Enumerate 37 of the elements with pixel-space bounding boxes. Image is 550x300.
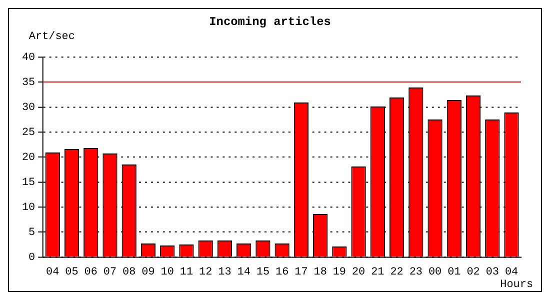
x-tick-label: 16 xyxy=(275,266,289,278)
x-tick-label: 04 xyxy=(504,266,519,278)
y-tick-label: 35 xyxy=(22,76,36,89)
x-tick-label: 03 xyxy=(486,266,499,278)
x-tick-label: 22 xyxy=(390,266,404,278)
x-tick-label: 11 xyxy=(180,266,194,278)
x-tick-label: 17 xyxy=(294,266,308,278)
x-tick-label: 04 xyxy=(46,266,60,278)
x-tick-label: 20 xyxy=(352,266,366,278)
chart-title: Incoming articles xyxy=(209,15,331,30)
y-axis-title: Art/sec xyxy=(28,30,75,43)
y-tick-label: 10 xyxy=(22,202,36,214)
x-tick-label: 19 xyxy=(332,266,346,278)
x-tick-label: 00 xyxy=(428,266,442,278)
y-tick-label: 40 xyxy=(22,52,36,64)
x-tick-label: 14 xyxy=(237,266,251,278)
x-tick-label: 10 xyxy=(160,266,174,278)
x-tick-label: 15 xyxy=(256,266,270,278)
x-tick-label: 13 xyxy=(218,266,232,278)
y-tick-label: 15 xyxy=(22,176,36,189)
x-tick-label: 08 xyxy=(122,266,136,278)
x-axis-title: Hours xyxy=(500,279,534,292)
y-tick-label: 25 xyxy=(22,126,36,139)
x-tick-label: 05 xyxy=(65,266,78,278)
x-tick-label: 23 xyxy=(409,266,422,278)
y-tick-label: 30 xyxy=(22,102,36,114)
x-tick-label: 21 xyxy=(371,266,385,278)
x-tick-label: 18 xyxy=(314,266,327,278)
x-tick-label: 01 xyxy=(448,266,462,278)
x-tick-label: 07 xyxy=(103,266,117,278)
y-tick-label: 20 xyxy=(22,152,36,164)
x-tick-label: 09 xyxy=(142,266,155,278)
x-tick-label: 02 xyxy=(466,266,480,278)
y-tick-label: 0 xyxy=(28,252,36,264)
y-tick-label: 5 xyxy=(28,226,36,239)
x-tick-label: 12 xyxy=(199,266,212,278)
x-tick-label: 06 xyxy=(84,266,98,278)
